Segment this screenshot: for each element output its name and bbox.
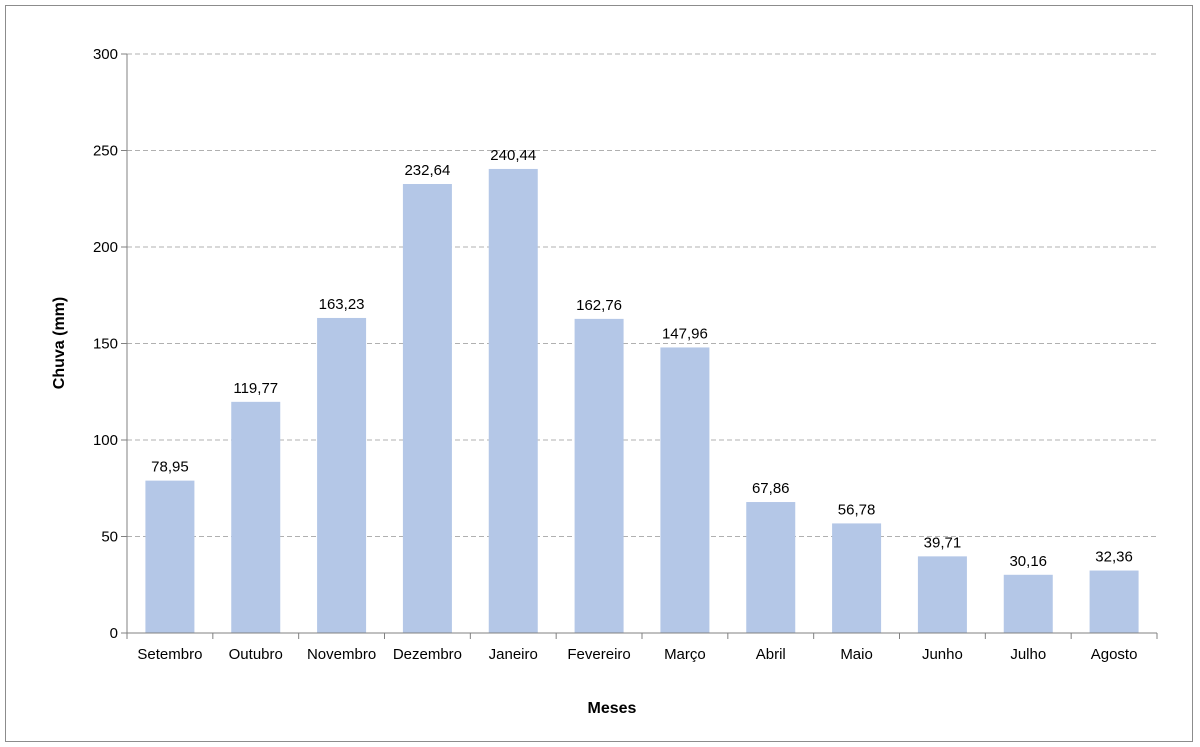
y-tick-label: 50 [101, 529, 118, 546]
grid-lines [127, 53, 1157, 537]
x-tick-label: Dezembro [393, 646, 462, 663]
x-tick-label: Março [664, 646, 706, 663]
bar [231, 401, 281, 633]
data-label: 30,16 [1009, 553, 1047, 570]
x-tick-label: Abril [756, 646, 786, 663]
x-tick-label: Maio [840, 646, 873, 663]
x-axis-title: Meses [588, 700, 637, 717]
y-tick-label: 150 [93, 336, 118, 353]
data-label: 163,23 [319, 296, 365, 313]
data-labels: 78,95 119,77 163,23 232,64 240,44 162,76 147,9… [151, 147, 1133, 570]
x-tick-label: Julho [1010, 646, 1046, 663]
y-tick-label: 0 [110, 625, 118, 642]
y-tick-label: 300 [93, 46, 118, 63]
data-label: 32,36 [1095, 549, 1133, 566]
data-label: 119,77 [233, 380, 278, 397]
bar [1003, 574, 1053, 633]
x-tick-label: Agosto [1091, 646, 1138, 663]
data-label: 56,78 [838, 501, 876, 518]
data-label: 240,44 [490, 147, 536, 164]
x-tick-label: Novembro [307, 646, 376, 663]
data-label: 147,96 [662, 325, 708, 342]
bar [145, 480, 195, 633]
data-label: 78,95 [151, 459, 189, 476]
x-tick-label: Junho [922, 646, 963, 663]
bar [746, 502, 796, 633]
y-axis-title: Chuva (mm) [51, 297, 68, 389]
y-tick-label: 100 [93, 432, 118, 449]
y-tick-labels: 0 50 100 150 200 250 300 [93, 46, 118, 642]
x-tick-labels: Setembro Outubro Novembro Dezembro Janeiro Fe… [137, 646, 1137, 663]
x-tick-label: Outubro [229, 646, 283, 663]
data-label: 39,71 [924, 534, 962, 551]
bar [488, 168, 538, 633]
bar [660, 347, 710, 633]
bar [832, 523, 882, 633]
bar [402, 184, 452, 633]
bar [574, 318, 624, 633]
axes [121, 53, 1158, 639]
bar [317, 317, 367, 633]
bar [917, 556, 967, 633]
y-tick-label: 250 [93, 143, 118, 160]
data-label: 67,86 [752, 480, 790, 497]
bar [1089, 570, 1139, 633]
data-label: 162,76 [576, 297, 622, 314]
bars [145, 168, 1139, 633]
x-tick-label: Fevereiro [567, 646, 630, 663]
data-label: 232,64 [404, 162, 450, 179]
y-tick-label: 200 [93, 239, 118, 256]
x-tick-label: Janeiro [489, 646, 538, 663]
x-tick-label: Setembro [137, 646, 202, 663]
